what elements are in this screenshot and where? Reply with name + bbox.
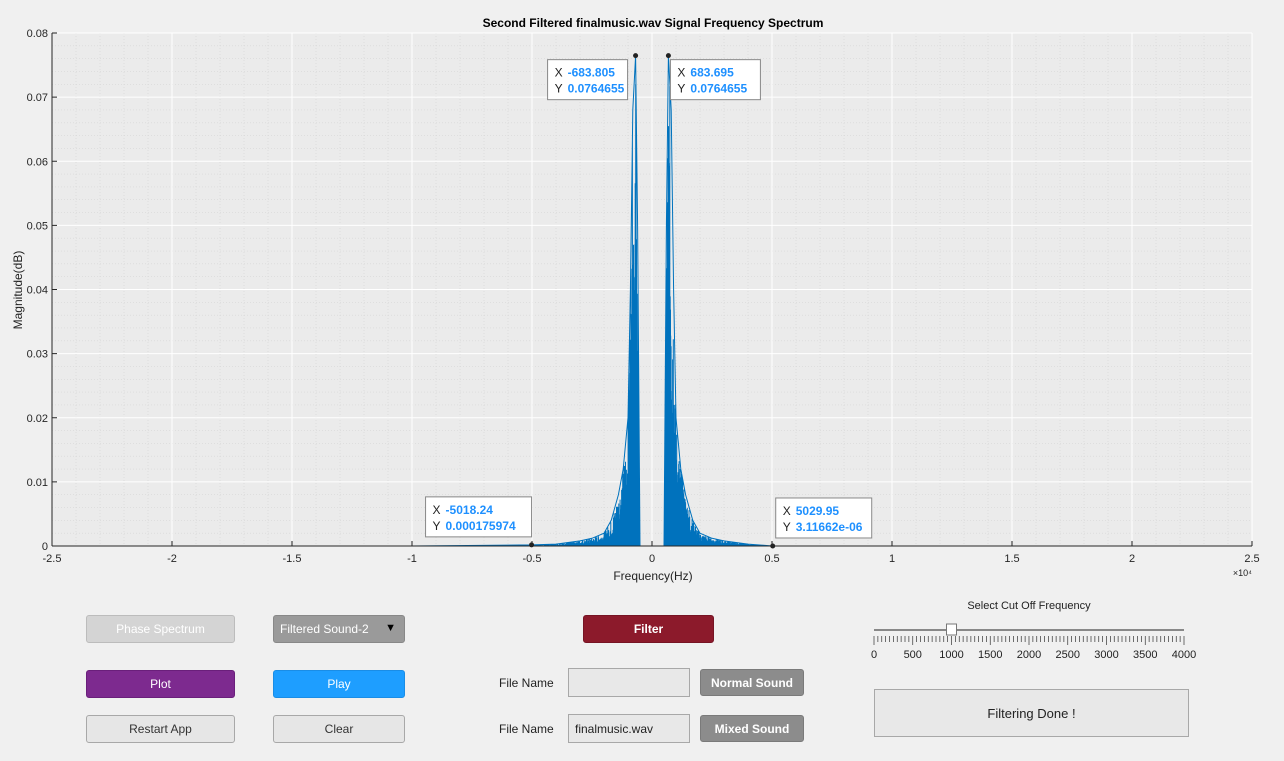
slider-tick-label: 2500 xyxy=(1056,649,1080,658)
slider-tick-label: 2000 xyxy=(1017,649,1041,658)
datatip-box xyxy=(425,496,533,538)
slider-ticks: 0 500 1000 1500 2000 2500 3000 3500 4000 xyxy=(871,636,1196,658)
datatip-marker xyxy=(529,542,535,548)
slider-thumb[interactable] xyxy=(946,623,957,636)
y-tick-label: 0.08 xyxy=(27,28,48,40)
y-tick-label: 0 xyxy=(42,541,48,553)
y-tick-label: 0.03 xyxy=(27,349,48,361)
y-tick-label: 0.07 xyxy=(27,92,48,104)
slider-tick-label: 500 xyxy=(904,649,922,658)
y-tick-label: 0.04 xyxy=(27,285,48,297)
mixed-sound-button[interactable]: Mixed Sound xyxy=(700,715,804,742)
slider-tick-label: 0 xyxy=(871,649,877,658)
grid-lines xyxy=(51,32,1253,547)
slider-tick-label: 3500 xyxy=(1133,649,1157,658)
datatip-y-label: Y xyxy=(783,520,791,534)
datatip-x-value: -5018.24 xyxy=(446,503,494,517)
x-tick-label: 1.5 xyxy=(1004,553,1019,565)
x-tick-label: -1.5 xyxy=(283,553,302,565)
slider-tick-label: 1000 xyxy=(939,649,963,658)
datatip-x-value: 683.695 xyxy=(690,66,734,80)
datatip-marker xyxy=(770,543,776,549)
datatip: X 683.695 Y 0.0764655 xyxy=(665,53,761,101)
plot-button[interactable]: Plot xyxy=(86,670,235,698)
datatip-marker xyxy=(633,53,639,59)
sound-select-dropdown[interactable]: Filtered Sound-2 ▼ xyxy=(273,615,405,643)
x-tick-label: -1 xyxy=(407,553,417,565)
datatip-y-value: 0.0764655 xyxy=(568,82,625,96)
normal-sound-button[interactable]: Normal Sound xyxy=(700,669,804,696)
datatip-y-label: Y xyxy=(433,519,441,533)
slider-tick-label: 1500 xyxy=(978,649,1002,658)
y-tick-label: 0.02 xyxy=(27,413,48,425)
sound-select-value: Filtered Sound-2 xyxy=(280,622,369,636)
axis-ticks: -2.5 -2 -1.5 -1 -0.5 0 0.5 1 1.5 2 2.5 0 0.01 0.02 0.0… xyxy=(27,28,1260,565)
datatip: X 5029.95 Y 3.11662e-06 xyxy=(770,497,873,549)
y-tick-label: 0.06 xyxy=(27,156,48,168)
datatip: X -683.805 Y 0.0764655 xyxy=(547,53,639,101)
file-name-input-1[interactable] xyxy=(568,668,690,697)
y-tick-label: 0.01 xyxy=(27,477,48,489)
x-tick-label: 2.5 xyxy=(1244,553,1259,565)
x-tick-label: 1 xyxy=(889,553,895,565)
datatip-y-label: Y xyxy=(555,82,563,96)
x-tick-label: -0.5 xyxy=(523,553,542,565)
x-tick-label: 2 xyxy=(1129,553,1135,565)
play-button[interactable]: Play xyxy=(273,670,405,698)
datatip-box xyxy=(775,497,873,539)
datatip-x-label: X xyxy=(433,503,441,517)
x-tick-label: 0 xyxy=(649,553,655,565)
x-tick-label: -2 xyxy=(167,553,177,565)
datatip-box xyxy=(547,59,629,101)
slider-tick-label: 4000 xyxy=(1172,649,1196,658)
slider-tick-label: 3000 xyxy=(1094,649,1118,658)
datatip-box xyxy=(669,59,761,101)
datatip-marker xyxy=(665,53,671,59)
chart-title: Second Filtered finalmusic.wav Signal Fr… xyxy=(483,16,824,30)
y-axis-label: Magnitude(dB) xyxy=(11,251,25,330)
spectrum-plot: -2.5 -2 -1.5 -1 -0.5 0 0.5 1 1.5 2 2.5 0 0.01 0.02 0.0… xyxy=(11,16,1260,583)
file-name-input-2[interactable]: finalmusic.wav xyxy=(568,714,690,743)
datatip: X -5018.24 Y 0.000175974 xyxy=(425,496,535,548)
datatip-y-label: Y xyxy=(677,82,685,96)
file-name-label-2: File Name xyxy=(499,722,554,736)
y-tick-label: 0.05 xyxy=(27,220,48,232)
x-axis-exponent: ×10⁴ xyxy=(1233,568,1252,578)
slider-title: Select Cut Off Frequency xyxy=(967,600,1091,612)
datatip-y-value: 0.0764655 xyxy=(690,82,747,96)
phase-spectrum-button[interactable]: Phase Spectrum xyxy=(86,615,235,643)
chevron-down-icon: ▼ xyxy=(385,622,396,634)
x-axis-label: Frequency(Hz) xyxy=(613,569,692,583)
datatip-x-label: X xyxy=(555,66,563,80)
datatips: X -683.805 Y 0.0764655 X 683.695 Y 0.076465… xyxy=(425,53,873,549)
datatip-y-value: 0.000175974 xyxy=(446,519,516,533)
cutoff-frequency-slider[interactable]: 0 500 1000 1500 2000 2500 3000 3500 4000 xyxy=(860,618,1200,658)
restart-app-button[interactable]: Restart App xyxy=(86,715,235,743)
datatip-x-value: -683.805 xyxy=(568,66,616,80)
datatip-y-value: 3.11662e-06 xyxy=(796,520,863,534)
x-tick-label: -2.5 xyxy=(43,553,62,565)
datatip-x-label: X xyxy=(783,504,791,518)
file-name-label-1: File Name xyxy=(499,676,554,690)
x-tick-label: 0.5 xyxy=(764,553,779,565)
datatip-x-label: X xyxy=(677,66,685,80)
status-display: Filtering Done ! xyxy=(874,689,1189,737)
datatip-x-value: 5029.95 xyxy=(796,504,840,518)
clear-button[interactable]: Clear xyxy=(273,715,405,743)
filter-button[interactable]: Filter xyxy=(583,615,714,643)
